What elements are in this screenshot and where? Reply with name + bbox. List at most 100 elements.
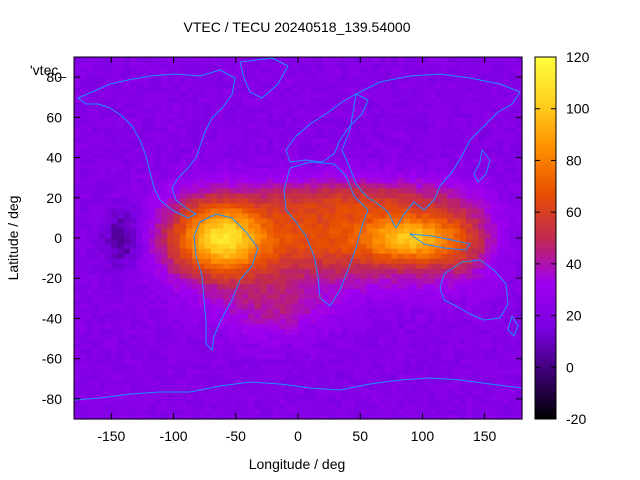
- heat-cell: [472, 112, 480, 118]
- heat-cell: [266, 318, 274, 325]
- heat-cell: [298, 333, 305, 340]
- heat-cell: [111, 147, 119, 154]
- heat-cell: [378, 308, 386, 315]
- heat-cell: [154, 117, 162, 123]
- heat-cell: [503, 368, 511, 375]
- heat-cell: [136, 172, 144, 179]
- heat-cell: [92, 363, 100, 370]
- heat-cell: [235, 378, 243, 385]
- heat-cell: [192, 147, 200, 154]
- heat-cell: [466, 298, 473, 304]
- heat-cell: [347, 238, 355, 244]
- heat-cell: [422, 358, 430, 365]
- heat-cell: [490, 338, 498, 345]
- heat-cell: [285, 258, 293, 264]
- heat-cell: [410, 107, 417, 113]
- heat-cell: [354, 192, 361, 199]
- heat-cell: [167, 127, 175, 134]
- heat-cell: [186, 117, 193, 123]
- heat-cell: [217, 177, 224, 184]
- heat-cell: [223, 253, 231, 259]
- heat-cell: [167, 383, 175, 390]
- heat-cell: [304, 243, 312, 249]
- heat-cell: [80, 393, 88, 400]
- heat-cell: [123, 142, 131, 149]
- heat-cell: [434, 333, 442, 340]
- heat-cell: [385, 238, 392, 244]
- heat-cell: [372, 132, 380, 139]
- heat-cell: [298, 378, 305, 385]
- heat-cell: [391, 217, 399, 224]
- heat-cell: [459, 408, 467, 415]
- heat-cell: [441, 403, 448, 410]
- heat-cell: [341, 177, 349, 184]
- heat-cell: [154, 338, 162, 345]
- heat-cell: [173, 192, 181, 199]
- heat-cell: [503, 318, 511, 325]
- heat-cell: [136, 248, 144, 254]
- heat-cell: [279, 333, 287, 340]
- heat-cell: [298, 408, 305, 415]
- heat-cell: [422, 408, 430, 415]
- heat-cell: [80, 137, 88, 144]
- heat-cell: [341, 207, 349, 214]
- heat-cell: [285, 117, 293, 123]
- heat-cell: [453, 258, 461, 264]
- heat-cell: [235, 112, 243, 118]
- heat-cell: [192, 278, 200, 284]
- heat-cell: [273, 77, 280, 83]
- heat-cell: [478, 408, 486, 415]
- heat-cell: [92, 248, 100, 254]
- heat-cell: [372, 348, 380, 355]
- heat-cell: [503, 238, 511, 244]
- heat-cell: [204, 413, 212, 420]
- heat-cell: [167, 72, 175, 78]
- heat-cell: [490, 238, 498, 244]
- heat-cell: [422, 137, 430, 144]
- heat-cell: [86, 77, 94, 83]
- heat-cell: [310, 403, 318, 410]
- heat-cell: [74, 413, 81, 420]
- heat-cell: [459, 268, 467, 274]
- heat-cell: [167, 232, 175, 239]
- heat-cell: [447, 388, 455, 395]
- heat-cell: [86, 212, 94, 219]
- heat-cell: [372, 97, 380, 103]
- heat-cell: [248, 363, 256, 370]
- heat-cell: [434, 293, 442, 299]
- heat-cell: [242, 72, 249, 78]
- heat-cell: [434, 398, 442, 405]
- heat-cell: [248, 413, 256, 420]
- heat-cell: [466, 97, 473, 103]
- heat-cell: [130, 313, 137, 320]
- heat-cell: [229, 243, 237, 249]
- heat-cell: [123, 413, 131, 420]
- heat-cell: [322, 363, 330, 370]
- heat-cell: [472, 142, 480, 149]
- heat-cell: [123, 378, 131, 385]
- heat-cell: [248, 308, 256, 315]
- heat-cell: [248, 238, 256, 244]
- heat-cell: [130, 308, 137, 315]
- heat-cell: [242, 268, 249, 274]
- heat-cell: [397, 122, 405, 128]
- heat-cell: [428, 353, 436, 360]
- heat-cell: [466, 408, 473, 415]
- heat-cell: [229, 253, 237, 259]
- heat-cell: [123, 147, 131, 154]
- heat-cell: [105, 67, 112, 73]
- heat-cell: [354, 127, 361, 134]
- heat-cell: [235, 177, 243, 184]
- heat-cell: [291, 177, 299, 184]
- heat-cell: [304, 288, 312, 294]
- heat-cell: [192, 97, 200, 103]
- heat-cell: [428, 258, 436, 264]
- heat-cell: [105, 248, 112, 254]
- heat-cell: [410, 97, 417, 103]
- heat-cell: [210, 253, 218, 259]
- heat-cell: [298, 288, 305, 294]
- heat-cell: [490, 303, 498, 309]
- heat-cell: [453, 408, 461, 415]
- heat-cell: [459, 323, 467, 330]
- heat-cell: [466, 373, 473, 380]
